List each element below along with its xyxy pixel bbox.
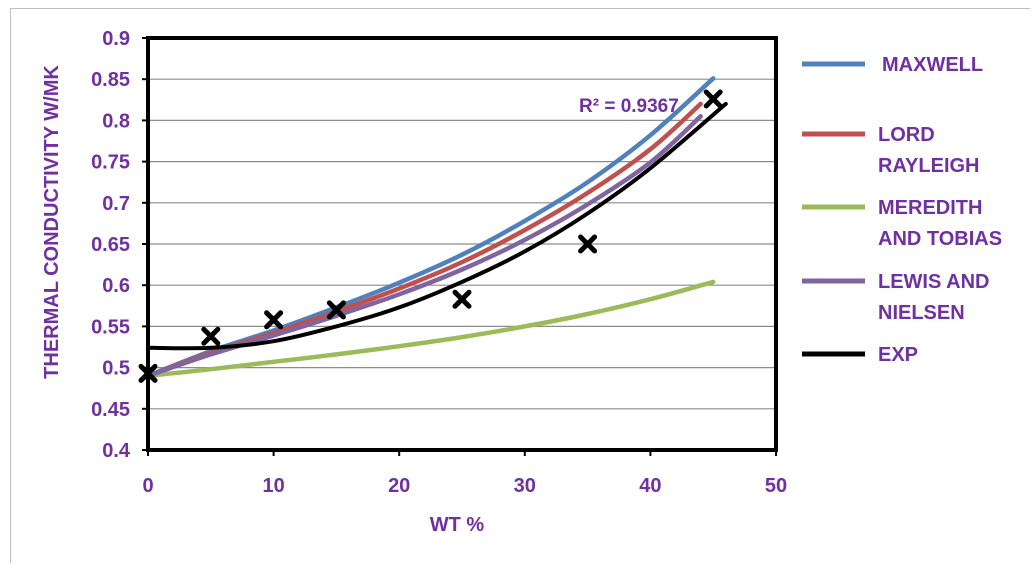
data-markers (138, 89, 723, 383)
legend: MAXWELL LORD RAYLEIGH MEREDITH AND TOBIAS LEW… (802, 54, 1002, 366)
x-tick-label-0: 0 (142, 475, 153, 497)
data-point-4 (452, 289, 472, 309)
legend-label: MEREDITH AND TOBIAS (878, 197, 1002, 250)
y-tick-label-7: 0.75 (91, 152, 130, 174)
r-squared-annotation: R² = 0.9367 (579, 96, 679, 117)
y-tick-label-2: 0.5 (102, 358, 130, 380)
series-line-maxwell (145, 76, 716, 379)
y-tick-label-10: 0.9 (102, 28, 130, 50)
y-tick-label-4: 0.6 (102, 275, 130, 297)
data-point-6 (703, 89, 723, 109)
y-tick-label-0: 0.4 (102, 440, 131, 462)
y-axis-title: THERMAL CONDUCTIVITY W/MK (41, 65, 63, 379)
data-point-1 (201, 326, 221, 346)
legend-label: LEWIS AND NIELSEN (878, 271, 989, 324)
legend-item-lewis-and-nielsen: LEWIS AND NIELSEN (802, 271, 989, 324)
series-line-exp (146, 101, 728, 351)
y-tick-label-6: 0.7 (102, 193, 130, 215)
x-tick-label-4: 40 (639, 475, 661, 497)
y-tick-label-3: 0.55 (91, 316, 130, 338)
x-axis-title: WT % (430, 514, 485, 536)
legend-item-exp: EXP (802, 344, 918, 366)
chart-frame (10, 8, 1030, 563)
y-tick-label-9: 0.85 (91, 69, 130, 91)
legend-label: MAXWELL (882, 54, 983, 76)
series-line-meredith-and-tobias (145, 279, 716, 379)
y-tick-label-8: 0.8 (102, 110, 130, 132)
series-line-lewis-and-nielsen (145, 114, 703, 379)
legend-item-lord-rayleigh: LORD RAYLEIGH (802, 124, 980, 177)
x-tick-label-2: 20 (388, 475, 410, 497)
plot-area-border (146, 36, 778, 452)
y-tick-label-5: 0.65 (91, 234, 130, 256)
x-tick-label-3: 30 (514, 475, 536, 497)
data-point-5 (578, 234, 598, 254)
legend-item-meredith-and-tobias: MEREDITH AND TOBIAS (802, 197, 1002, 250)
data-point-3 (326, 300, 346, 320)
gridlines (142, 37, 777, 456)
data-point-2 (264, 310, 284, 330)
x-tick-label-5: 50 (765, 475, 787, 497)
legend-item-maxwell: MAXWELL (802, 54, 983, 76)
y-tick-label-1: 0.45 (91, 399, 130, 421)
x-tick-labels: 0 10 20 30 40 50 (142, 475, 787, 497)
x-tick-label-1: 10 (262, 475, 284, 497)
y-tick-labels: 0.4 0.45 0.5 0.55 0.6 0.65 0.7 0.75 0.8 0.85 0.9 (91, 28, 131, 462)
series-lines (145, 76, 728, 379)
legend-label: LORD RAYLEIGH (878, 124, 980, 177)
legend-label: EXP (878, 344, 918, 366)
series-line-lord-rayleigh (145, 101, 703, 379)
